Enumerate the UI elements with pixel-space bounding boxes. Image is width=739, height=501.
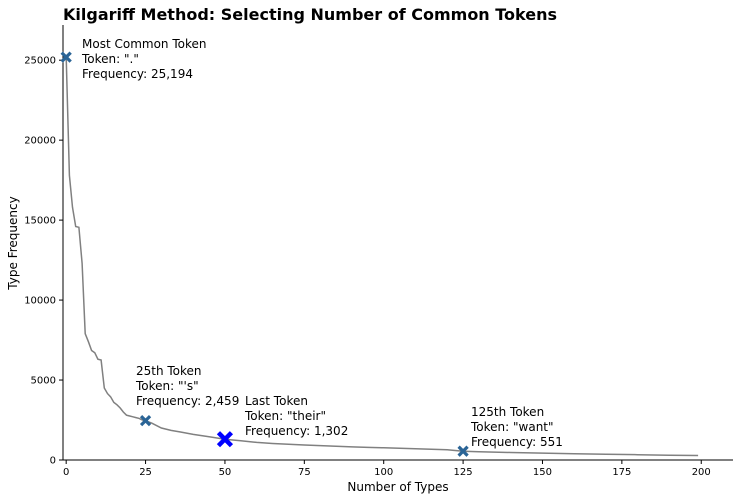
x-tick-label: 175	[612, 467, 631, 478]
annotation-line: 125th Token	[471, 405, 544, 419]
marker-stroke	[216, 431, 234, 448]
marker-x	[60, 51, 72, 63]
x-tick-label: 75	[298, 467, 311, 478]
marker-x	[139, 415, 152, 427]
y-axis-label: Type Frequency	[6, 196, 20, 290]
annotation-line: Frequency: 2,459	[136, 394, 239, 408]
y-ticks: 0 5000 10000 15000 20000 25000	[24, 56, 63, 467]
annotation-line: Most Common Token	[82, 37, 206, 51]
annotation-last: Last Token Token: "their" Frequency: 1,302	[244, 394, 348, 438]
y-tick-label: 10000	[24, 296, 56, 307]
annotation-most-common: Most Common Token Token: "." Frequency: 25…	[81, 37, 206, 81]
x-tick-label: 200	[692, 467, 711, 478]
annotation-line: Frequency: 551	[471, 435, 563, 449]
annotation-line: 25th Token	[136, 364, 202, 378]
y-tick-label: 20000	[24, 136, 56, 147]
x-tick-label: 50	[219, 467, 232, 478]
markers	[60, 51, 469, 457]
x-tick-label: 150	[533, 467, 552, 478]
axes	[62, 25, 733, 461]
x-axis-label: Number of Types	[347, 480, 448, 494]
x-ticks: 0 25 50 75 100 125 150 175 200	[63, 460, 711, 478]
frequency-line	[65, 57, 699, 457]
x-tick-label: 25	[139, 467, 152, 478]
annotation-line: Token: "."	[81, 52, 139, 66]
annotations: Most Common Token Token: "." Frequency: 25…	[81, 37, 563, 449]
annotation-125th: 125th Token Token: "want" Frequency: 551	[470, 405, 563, 449]
x-tick-label: 100	[374, 467, 393, 478]
annotation-25th: 25th Token Token: "'s" Frequency: 2,459	[135, 364, 239, 408]
annotation-line: Token: "want"	[470, 420, 554, 434]
y-tick-label: 25000	[24, 56, 56, 67]
marker-stroke	[457, 445, 469, 457]
y-tick-label: 0	[50, 456, 56, 467]
annotation-line: Frequency: 1,302	[245, 424, 348, 438]
x-tick-label: 125	[454, 467, 473, 478]
chart-title: Kilgariff Method: Selecting Number of Co…	[63, 5, 557, 24]
y-tick-label: 15000	[24, 216, 56, 227]
annotation-line: Frequency: 25,194	[82, 67, 193, 81]
annotation-line: Last Token	[245, 394, 308, 408]
marker-x	[216, 431, 234, 448]
annotation-line: Token: "their"	[244, 409, 326, 423]
y-tick-label: 5000	[31, 376, 56, 387]
annotation-line: Token: "'s"	[135, 379, 199, 393]
x-tick-label: 0	[63, 467, 69, 478]
marker-stroke	[60, 51, 72, 63]
marker-stroke	[139, 415, 152, 427]
marker-x	[457, 445, 469, 457]
